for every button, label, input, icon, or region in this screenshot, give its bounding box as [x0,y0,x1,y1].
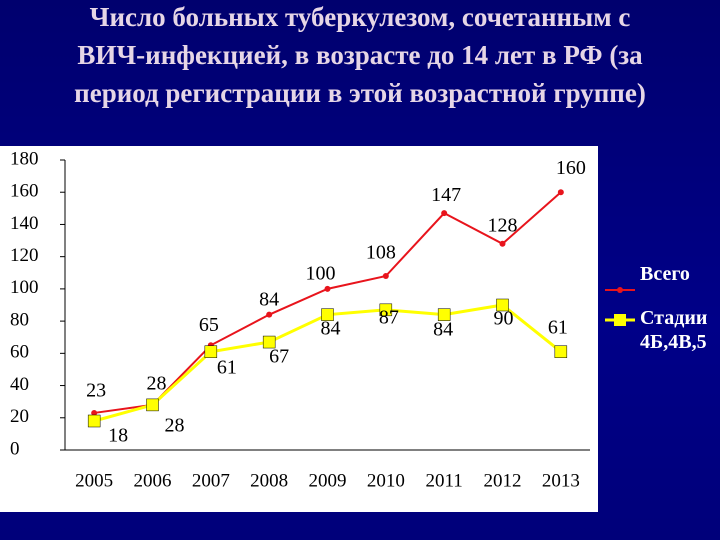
data-label: 61 [548,316,568,338]
point [496,298,509,312]
x-tick-label: 2006 [134,470,172,491]
point [266,311,273,318]
y-tick-label: 40 [10,374,29,395]
point [324,285,331,292]
point [499,240,506,247]
point [379,303,393,317]
legend-marker [617,287,623,293]
y-tick-label: 80 [10,309,29,330]
legend-label: Стадии 4Б,4В,5 [640,307,708,353]
x-tick-label: 2008 [250,470,288,491]
data-label: 147 [431,184,461,206]
x-tick-label: 2011 [426,470,463,491]
x-tick-label: 2007 [192,470,230,491]
point [382,273,389,279]
data-label: 160 [556,157,586,179]
data-label: 61 [217,356,237,378]
y-tick-label: 100 [10,277,39,298]
point [87,414,101,428]
point [437,308,451,321]
data-label: 84 [321,317,341,339]
point [204,345,218,358]
point [554,345,568,358]
y-tick-label: 60 [10,342,29,363]
data-label: 28 [165,414,185,436]
data-label: 108 [366,242,396,264]
data-label: 67 [269,346,289,368]
data-label: 23 [86,380,106,402]
y-tick-label: 0 [10,438,20,459]
chart-title: Число больных туберкулезом, сочетанным с [90,2,631,32]
y-tick-label: 140 [10,213,39,234]
data-label: 90 [494,308,514,330]
data-label: 28 [147,372,167,394]
x-tick-label: 2005 [75,470,113,491]
x-tick-label: 2009 [309,470,347,491]
data-label: 65 [199,314,219,336]
chart-title: ВИЧ-инфекцией, в возрасте до 14 лет в РФ… [77,40,643,70]
data-label: 84 [259,288,279,310]
point [262,335,276,349]
data-label: 18 [108,425,128,447]
y-tick-label: 20 [10,406,29,427]
chart-title: период регистрации в этой возрастной гру… [74,78,646,108]
point [441,210,448,217]
x-tick-label: 2013 [542,470,580,491]
y-tick-label: 180 [10,148,39,169]
data-label: 128 [488,214,518,236]
data-label: 87 [379,306,399,328]
legend-label: Всего [640,263,690,285]
point [91,409,98,416]
legend-marker [614,314,626,326]
y-tick-label: 120 [10,245,39,266]
x-tick-label: 2010 [367,470,405,491]
y-tick-label: 160 [10,181,39,202]
point [557,189,564,196]
data-label: 84 [433,318,453,340]
point [321,308,334,321]
point [146,398,159,412]
data-label: 100 [306,262,336,284]
x-tick-label: 2012 [484,470,522,491]
